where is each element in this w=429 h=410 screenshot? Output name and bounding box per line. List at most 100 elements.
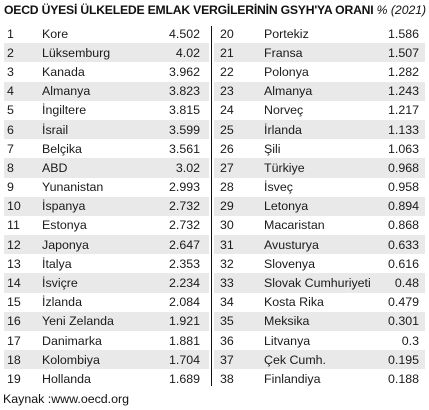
country-cell: Kosta Rika xyxy=(264,295,324,310)
value-cell: 2.647 xyxy=(168,237,200,252)
country-cell: Avusturya xyxy=(264,237,319,252)
country-cell: Çek Cumh. xyxy=(264,352,326,367)
table-row: 4 Almanya 3.823 xyxy=(4,81,209,101)
rank-cell: 36 xyxy=(220,333,234,348)
rank-cell: 1 xyxy=(7,26,14,41)
rank-cell: 7 xyxy=(7,141,14,156)
table-row: 22 Polonya 1.282 xyxy=(214,62,425,81)
table-row: 35 Meksika 0.301 xyxy=(214,311,425,331)
rank-cell: 19 xyxy=(7,371,21,386)
value-cell: 0.188 xyxy=(387,371,419,386)
value-cell: 2.084 xyxy=(168,295,200,310)
rank-cell: 16 xyxy=(7,314,21,329)
country-cell: ABD xyxy=(42,160,68,175)
value-cell: 1.133 xyxy=(387,122,419,137)
value-cell: 0.195 xyxy=(387,352,419,367)
table-row: 18 Kolombiya 1.704 xyxy=(4,350,209,370)
rank-cell: 9 xyxy=(7,180,14,195)
value-cell: 4.02 xyxy=(175,45,200,60)
country-cell: Fransa xyxy=(264,45,303,60)
rank-cell: 31 xyxy=(220,237,234,252)
table-row: 21 Fransa 1.507 xyxy=(214,43,425,63)
table-row: 30 Macaristan 0.868 xyxy=(214,216,425,235)
value-cell: 2.732 xyxy=(168,199,200,214)
value-cell: 1.586 xyxy=(387,26,419,41)
value-cell: 0.968 xyxy=(387,160,419,175)
country-cell: Kolombiya xyxy=(42,352,100,367)
country-cell: Şili xyxy=(264,141,281,156)
value-cell: 2.353 xyxy=(168,256,200,271)
rank-cell: 26 xyxy=(220,141,234,156)
rank-cell: 24 xyxy=(220,103,234,118)
source-note: Kaynak :www.oecd.org xyxy=(3,392,130,406)
country-cell: İsveç xyxy=(264,180,293,195)
value-cell: 1.507 xyxy=(387,45,419,60)
table-row: 7 Belçika 3.561 xyxy=(4,139,209,158)
value-cell: 1.689 xyxy=(168,371,200,386)
value-cell: 0.894 xyxy=(387,199,419,214)
table-row: 23 Almanya 1.243 xyxy=(214,81,425,101)
table-row: 34 Kosta Rika 0.479 xyxy=(214,293,425,312)
value-cell: 1.243 xyxy=(387,84,419,99)
table-row: 3 Kanada 3.962 xyxy=(4,62,209,81)
rank-cell: 15 xyxy=(7,295,21,310)
value-cell: 0.48 xyxy=(394,276,419,291)
value-cell: 0.616 xyxy=(387,256,419,271)
country-cell: İtalya xyxy=(42,256,72,271)
table-row: 1 Kore 4.502 xyxy=(4,24,209,43)
country-cell: Lüksemburg xyxy=(42,45,111,60)
table-row: 32 Slovenya 0.616 xyxy=(214,254,425,273)
country-cell: İsrail xyxy=(42,122,69,137)
table-row: 2 Lüksemburg 4.02 xyxy=(4,43,209,63)
table-row: 29 Letonya 0.894 xyxy=(214,196,425,216)
page-title: OECD ÜYESİ ÜLKELEDE EMLAK VERGİLERİNİN G… xyxy=(4,3,428,19)
rank-cell: 4 xyxy=(7,84,14,99)
rank-cell: 27 xyxy=(220,160,234,175)
country-cell: Yunanistan xyxy=(42,180,104,195)
ranking-table: 1 Kore 4.502 2 Lüksemburg 4.02 3 Kanada 3.962 4 Al… xyxy=(4,24,425,389)
value-cell: 1.282 xyxy=(387,64,419,79)
column-divider xyxy=(211,26,212,386)
country-cell: Japonya xyxy=(42,237,89,252)
rank-cell: 29 xyxy=(220,199,234,214)
value-cell: 3.815 xyxy=(168,103,200,118)
value-cell: 0.958 xyxy=(387,180,419,195)
country-cell: İrlanda xyxy=(264,122,302,137)
country-cell: Almanya xyxy=(264,84,313,99)
value-cell: 3.02 xyxy=(175,160,200,175)
country-cell: Litvanya xyxy=(264,333,311,348)
value-cell: 2.234 xyxy=(168,276,200,291)
rank-cell: 17 xyxy=(7,333,21,348)
country-cell: Türkiye xyxy=(264,160,305,175)
rank-cell: 25 xyxy=(220,122,234,137)
country-cell: Letonya xyxy=(264,199,309,214)
table-row: 27 Türkiye 0.968 xyxy=(214,158,425,178)
country-cell: Estonya xyxy=(42,218,87,233)
table-row: 15 İzlanda 2.084 xyxy=(4,293,209,312)
table-row: 10 İspanya 2.732 xyxy=(4,196,209,216)
rank-cell: 12 xyxy=(7,237,21,252)
table-row: 28 İsveç 0.958 xyxy=(214,178,425,197)
country-cell: Slovak Cumhuriyeti xyxy=(264,276,371,291)
table-row: 6 İsrail 3.599 xyxy=(4,119,209,140)
value-cell: 3.561 xyxy=(168,141,200,156)
value-cell: 0.633 xyxy=(387,237,419,252)
country-cell: İsviçre xyxy=(42,276,78,291)
rank-cell: 35 xyxy=(220,314,234,329)
title-suffix: % (2021) xyxy=(376,3,427,17)
table-row: 37 Çek Cumh. 0.195 xyxy=(214,350,425,370)
country-cell: Kore xyxy=(42,26,69,41)
value-cell: 1.704 xyxy=(168,352,200,367)
rank-cell: 34 xyxy=(220,295,234,310)
right-column: 20 Portekiz 1.586 21 Fransa 1.507 22 Polonya 1.2… xyxy=(214,24,425,389)
rank-cell: 3 xyxy=(7,64,14,79)
rank-cell: 6 xyxy=(7,122,14,137)
country-cell: Hollanda xyxy=(42,371,91,386)
rank-cell: 13 xyxy=(7,256,21,271)
table-row: 13 İtalya 2.353 xyxy=(4,254,209,273)
country-cell: Polonya xyxy=(264,64,309,79)
rank-cell: 28 xyxy=(220,180,234,195)
table-row: 25 İrlanda 1.133 xyxy=(214,119,425,140)
rank-cell: 8 xyxy=(7,160,14,175)
value-cell: 0.868 xyxy=(387,218,419,233)
